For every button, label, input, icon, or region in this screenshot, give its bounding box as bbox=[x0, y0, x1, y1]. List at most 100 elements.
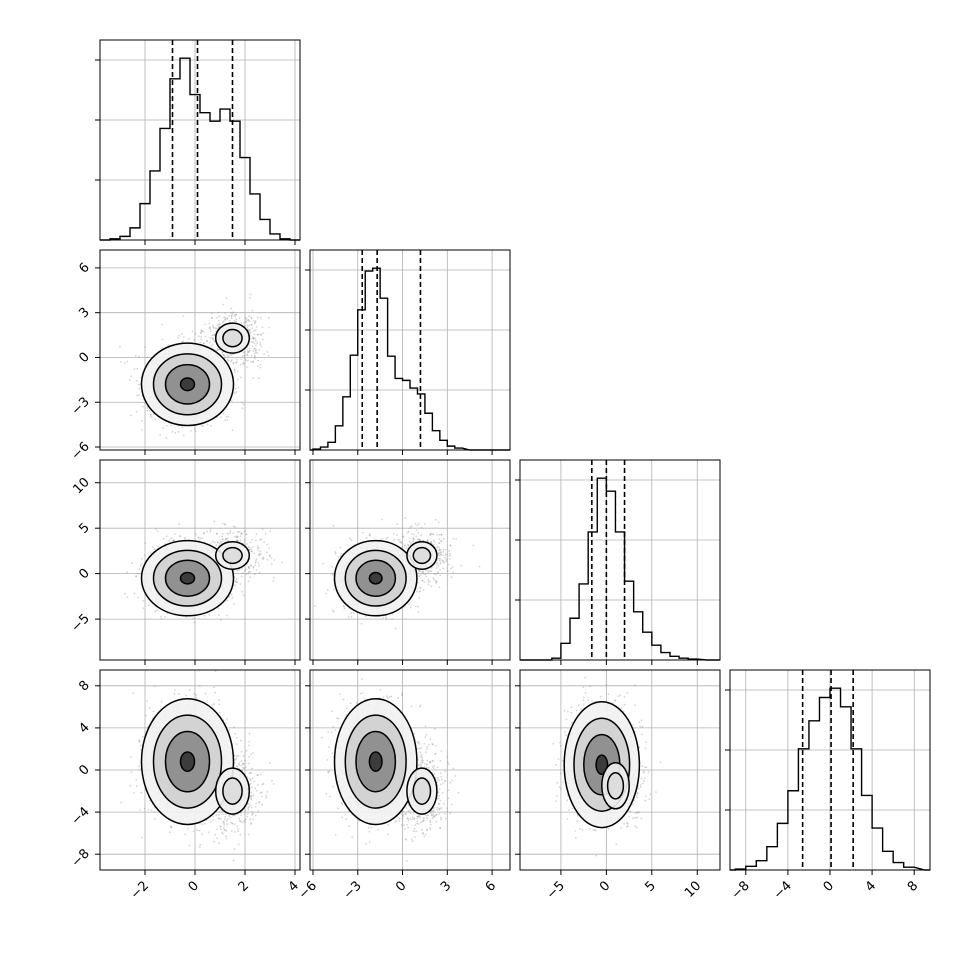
scatter-point bbox=[250, 323, 253, 326]
scatter-point bbox=[254, 355, 256, 358]
scatter-point bbox=[364, 615, 367, 618]
scatter-point bbox=[417, 611, 420, 613]
scatter-point bbox=[439, 574, 442, 577]
scatter-point bbox=[193, 621, 196, 624]
scatter-point bbox=[223, 319, 226, 321]
scatter-point bbox=[230, 593, 233, 596]
scatter-point bbox=[203, 614, 206, 617]
scatter-point bbox=[420, 526, 423, 529]
scatter-point bbox=[191, 330, 194, 333]
scatter-point bbox=[204, 335, 207, 338]
scatter-point bbox=[245, 533, 248, 535]
scatter-point bbox=[148, 604, 150, 606]
scatter-point bbox=[253, 552, 256, 555]
scatter-point bbox=[133, 592, 136, 595]
scatter-point bbox=[212, 326, 215, 328]
scatter-point bbox=[193, 338, 195, 341]
scatter-point bbox=[218, 614, 220, 616]
scatter-point bbox=[255, 348, 257, 350]
scatter-point bbox=[250, 317, 253, 320]
scatter-point bbox=[247, 319, 250, 322]
scatter-point bbox=[192, 617, 195, 620]
scatter-point bbox=[141, 557, 143, 560]
scatter-point bbox=[350, 616, 353, 618]
scatter-point bbox=[224, 419, 226, 422]
scatter-point bbox=[233, 536, 236, 538]
scatter-point bbox=[438, 534, 441, 536]
scatter-point bbox=[200, 338, 202, 340]
scatter-point bbox=[246, 353, 248, 356]
scatter-point bbox=[247, 580, 250, 583]
scatter-point bbox=[161, 323, 164, 326]
scatter-point bbox=[201, 537, 204, 540]
scatter-point bbox=[203, 342, 205, 345]
scatter-point bbox=[249, 546, 252, 549]
scatter-point bbox=[243, 324, 246, 326]
histogram bbox=[100, 57, 300, 241]
scatter-point bbox=[252, 361, 255, 364]
y-tick-label: 5 bbox=[76, 520, 92, 536]
scatter-point bbox=[216, 541, 219, 543]
scatter-point bbox=[233, 368, 236, 371]
scatter-point bbox=[429, 580, 431, 583]
scatter-point bbox=[149, 413, 152, 416]
scatter-point bbox=[240, 358, 243, 361]
scatter-point bbox=[243, 540, 246, 543]
panel-frame bbox=[99, 249, 301, 451]
scatter-point bbox=[171, 430, 174, 433]
scatter-point bbox=[210, 345, 213, 347]
scatter-point bbox=[224, 538, 227, 541]
scatter-point bbox=[247, 328, 250, 331]
scatter-point bbox=[347, 616, 350, 619]
scatter-point bbox=[233, 319, 236, 322]
scatter-point bbox=[259, 343, 262, 346]
scatter-point bbox=[422, 571, 425, 574]
scatter-point bbox=[325, 592, 328, 595]
scatter-point bbox=[272, 580, 275, 582]
scatter-point bbox=[248, 570, 250, 573]
scatter-point bbox=[135, 575, 138, 578]
scatter-point bbox=[241, 572, 244, 574]
scatter-point bbox=[232, 362, 235, 365]
scatter-point bbox=[226, 356, 229, 358]
scatter-point bbox=[155, 528, 157, 531]
scatter-point bbox=[197, 536, 200, 539]
scatter-point bbox=[251, 327, 254, 330]
scatter-point bbox=[230, 360, 233, 363]
scatter-point bbox=[418, 596, 421, 599]
scatter-point bbox=[416, 588, 419, 590]
scatter-point bbox=[255, 344, 257, 347]
scatter-point bbox=[202, 330, 205, 333]
scatter-point bbox=[264, 533, 267, 535]
scatter-point bbox=[249, 293, 252, 296]
scatter-point bbox=[144, 346, 147, 349]
scatter-point bbox=[224, 523, 227, 526]
scatter-point bbox=[213, 327, 215, 329]
scatter-point bbox=[257, 359, 260, 362]
y-tick-label: 10 bbox=[71, 475, 93, 497]
scatter-point bbox=[257, 562, 260, 564]
scatter-point bbox=[241, 590, 244, 593]
scatter-point bbox=[254, 322, 256, 325]
scatter-point bbox=[225, 538, 227, 540]
scatter-point bbox=[235, 313, 238, 316]
scatter-point bbox=[269, 530, 272, 533]
scatter-point bbox=[255, 351, 257, 354]
scatter-point bbox=[222, 303, 225, 306]
scatter-point bbox=[178, 334, 181, 337]
scatter-point bbox=[253, 357, 256, 360]
scatter-point bbox=[189, 430, 192, 432]
scatter-point bbox=[229, 319, 231, 322]
scatter-point bbox=[436, 545, 439, 548]
scatter-point bbox=[250, 316, 253, 318]
scatter-point bbox=[227, 532, 230, 535]
scatter-point bbox=[162, 537, 165, 540]
y-tick-label: −5 bbox=[69, 611, 93, 635]
scatter-point bbox=[210, 424, 213, 427]
scatter-point bbox=[263, 353, 265, 355]
scatter-point bbox=[222, 412, 225, 415]
scatter-point bbox=[243, 351, 246, 353]
scatter-point bbox=[212, 540, 214, 543]
